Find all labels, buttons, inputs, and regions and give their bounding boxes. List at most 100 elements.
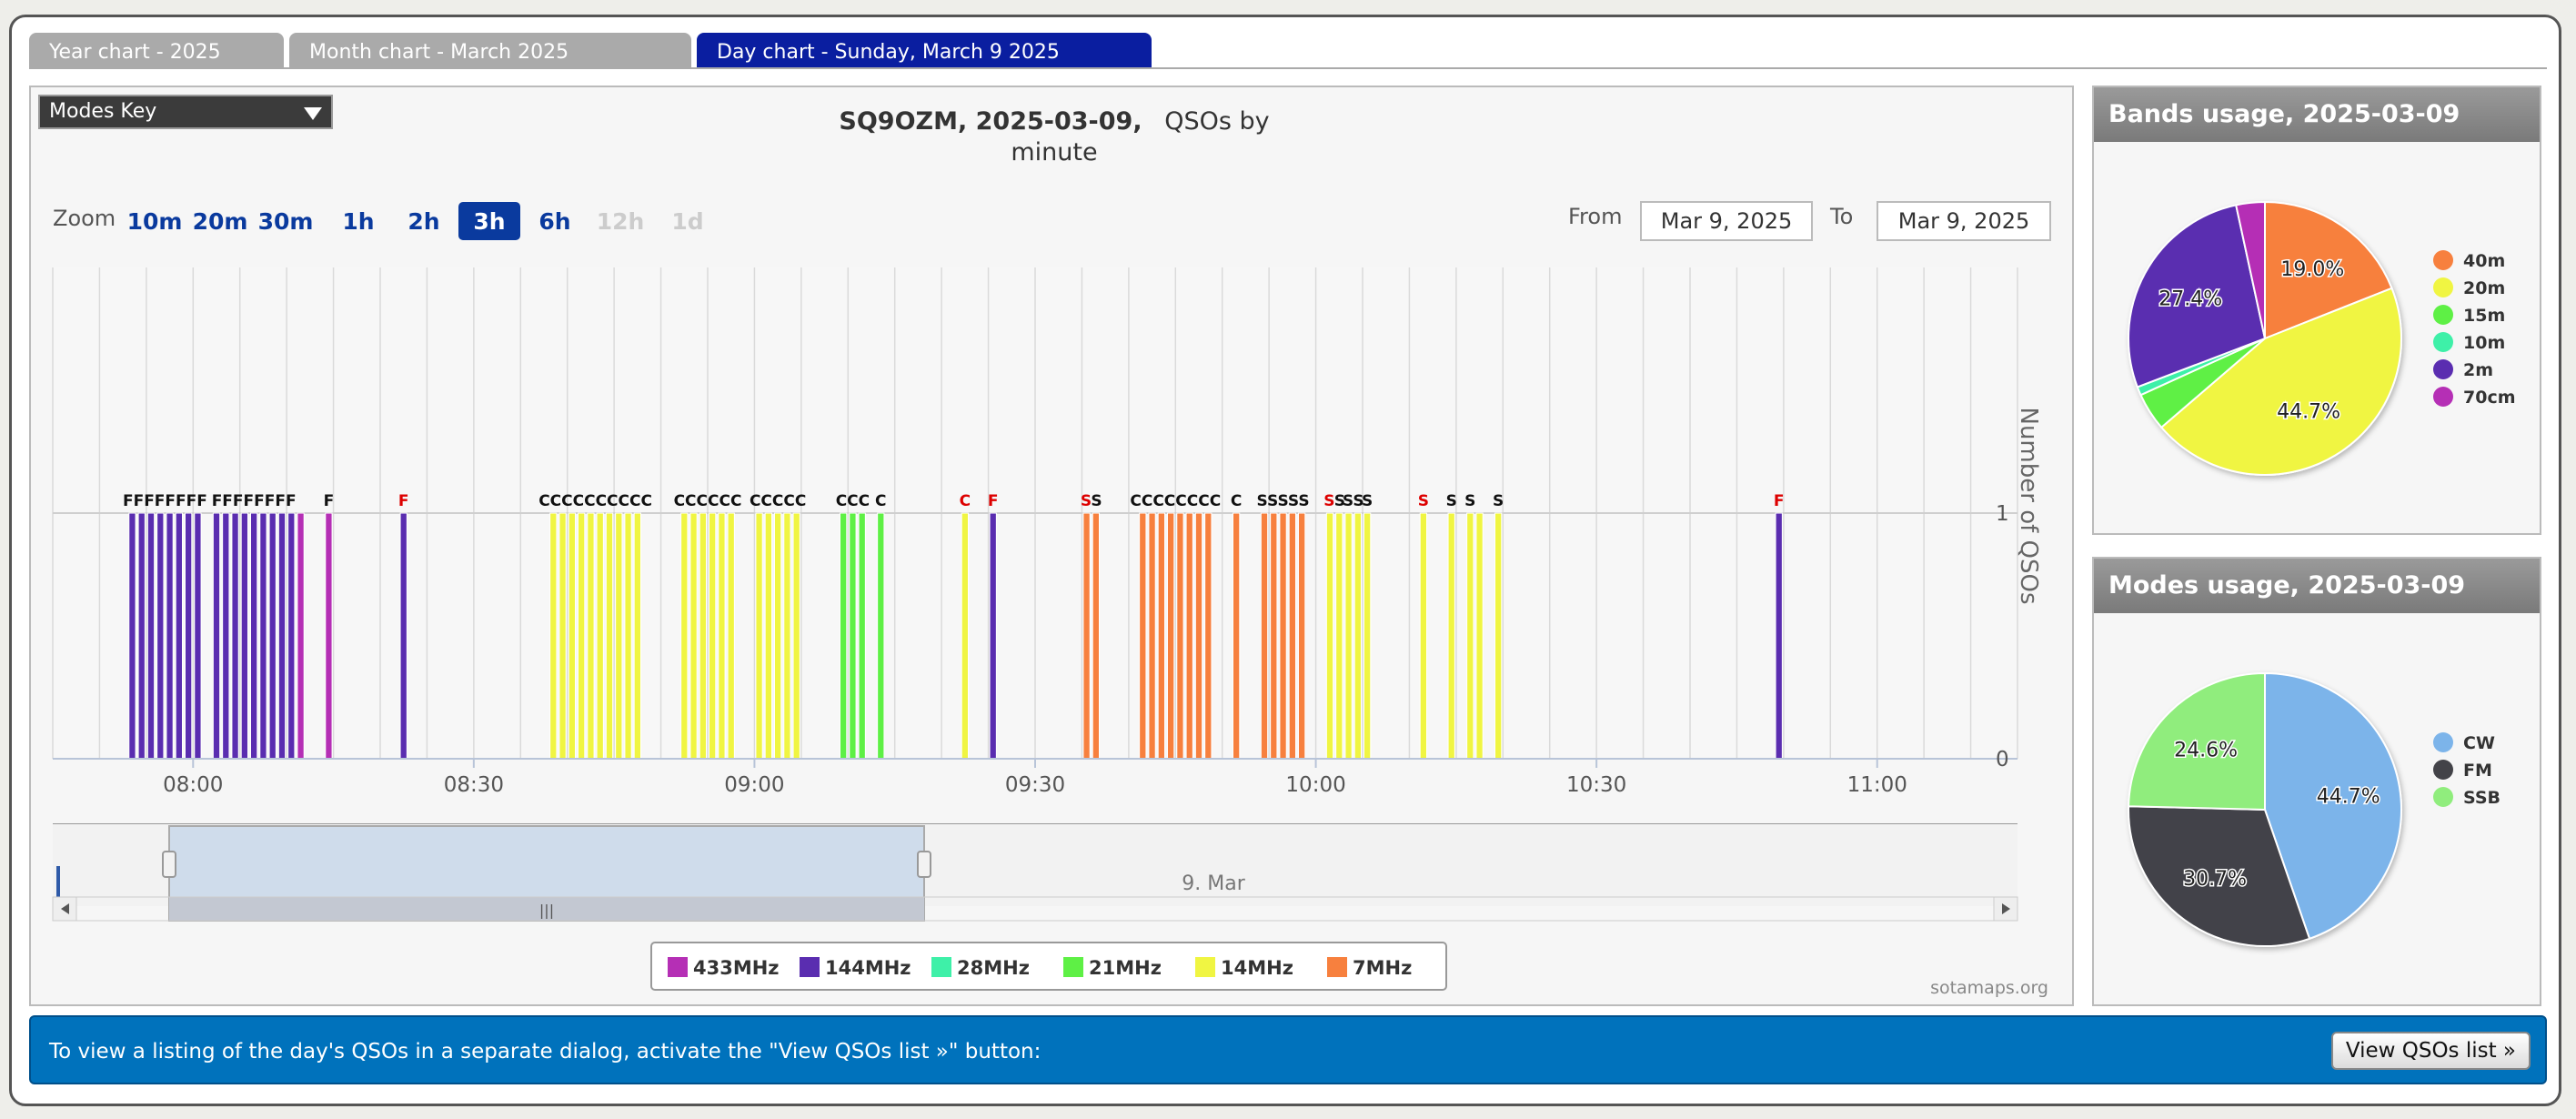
- qso-bar[interactable]: [1298, 512, 1306, 760]
- qso-bar[interactable]: [146, 512, 156, 760]
- tab-day-chart[interactable]: Day chart - Sunday, March 9 2025: [697, 33, 1152, 69]
- pie-legend-item[interactable]: 70cm: [2463, 388, 2516, 408]
- qso-bar[interactable]: [605, 512, 614, 760]
- qso-bar[interactable]: [268, 512, 277, 760]
- qso-bar[interactable]: [240, 512, 248, 760]
- pie-slice[interactable]: [2264, 200, 2393, 340]
- qso-bar[interactable]: [568, 512, 577, 760]
- qso-bar[interactable]: [1176, 512, 1184, 760]
- qso-bar[interactable]: [156, 512, 165, 760]
- zoom-button-3h[interactable]: 3h: [473, 208, 505, 235]
- qso-bar[interactable]: [1447, 512, 1455, 760]
- qso-bar[interactable]: [699, 512, 708, 760]
- tab-year-chart[interactable]: Year chart - 2025: [29, 33, 284, 69]
- qso-bar[interactable]: [128, 512, 136, 760]
- navigator-handle[interactable]: [162, 851, 176, 878]
- pie-slice[interactable]: [2128, 671, 2266, 812]
- qso-bar[interactable]: [849, 512, 857, 760]
- qso-bar[interactable]: [194, 512, 202, 760]
- qso-bar[interactable]: [558, 512, 567, 760]
- qso-bar[interactable]: [1353, 512, 1362, 760]
- pie-legend-item[interactable]: 10m: [2463, 333, 2505, 353]
- qso-bar[interactable]: [709, 512, 717, 760]
- from-date-input[interactable]: Mar 9, 2025: [1661, 208, 1793, 234]
- qso-bar[interactable]: [989, 512, 997, 760]
- legend-item[interactable]: 14MHz: [1221, 957, 1293, 979]
- qso-bar[interactable]: [287, 512, 296, 760]
- qso-bar[interactable]: [1475, 512, 1484, 760]
- legend-item[interactable]: 144MHz: [825, 957, 911, 979]
- qso-bar[interactable]: [549, 512, 558, 760]
- legend-item[interactable]: 433MHz: [693, 957, 780, 979]
- qso-bar[interactable]: [1344, 512, 1353, 760]
- qso-bar[interactable]: [1363, 512, 1372, 760]
- qso-bar[interactable]: [250, 512, 258, 760]
- qso-bar[interactable]: [1092, 512, 1100, 760]
- qso-bar[interactable]: [840, 512, 848, 760]
- qso-bar[interactable]: [1167, 512, 1175, 760]
- qso-bar[interactable]: [764, 512, 773, 760]
- pie-legend-item[interactable]: FM: [2463, 761, 2492, 781]
- pie-legend-item[interactable]: CW: [2463, 733, 2495, 753]
- qso-bar[interactable]: [1466, 512, 1474, 760]
- qso-bar[interactable]: [231, 512, 239, 760]
- legend-item[interactable]: 21MHz: [1089, 957, 1162, 979]
- qso-bar[interactable]: [1279, 512, 1287, 760]
- qso-bar[interactable]: [222, 512, 230, 760]
- pie-legend-item[interactable]: 20m: [2463, 278, 2505, 298]
- qso-bar[interactable]: [578, 512, 586, 760]
- qso-bar[interactable]: [1082, 512, 1091, 760]
- qso-bar[interactable]: [325, 512, 333, 760]
- tab-month-chart[interactable]: Month chart - March 2025: [289, 33, 691, 69]
- qso-bar[interactable]: [783, 512, 791, 760]
- qso-bar[interactable]: [689, 512, 698, 760]
- navigator-handle[interactable]: [917, 851, 931, 878]
- qso-bar[interactable]: [175, 512, 183, 760]
- qso-bar[interactable]: [1419, 512, 1427, 760]
- zoom-button-1h[interactable]: 1h: [342, 208, 374, 235]
- qso-bar[interactable]: [718, 512, 726, 760]
- qso-bar[interactable]: [137, 512, 146, 760]
- zoom-button-6h[interactable]: 6h: [538, 208, 570, 235]
- qso-bar[interactable]: [624, 512, 632, 760]
- zoom-button-20m[interactable]: 20m: [193, 208, 248, 235]
- qso-bar[interactable]: [166, 512, 174, 760]
- qso-bar[interactable]: [1233, 512, 1241, 760]
- qso-bar[interactable]: [185, 512, 193, 760]
- qso-bar[interactable]: [587, 512, 595, 760]
- qso-bar[interactable]: [1148, 512, 1156, 760]
- pie-slice[interactable]: [2235, 200, 2266, 339]
- qso-bar[interactable]: [1139, 512, 1147, 760]
- qso-bar[interactable]: [1325, 512, 1334, 760]
- qso-bar[interactable]: [1335, 512, 1343, 760]
- to-date-input[interactable]: Mar 9, 2025: [1898, 208, 2030, 234]
- qso-bar[interactable]: [877, 512, 885, 760]
- pie-slice[interactable]: [2264, 671, 2402, 941]
- pie-legend-item[interactable]: 40m: [2463, 251, 2505, 271]
- pie-legend-item[interactable]: SSB: [2463, 788, 2501, 808]
- pie-slice[interactable]: [2159, 287, 2402, 476]
- qso-bar[interactable]: [1194, 512, 1203, 760]
- qso-bar[interactable]: [858, 512, 866, 760]
- modes-key-dropdown[interactable]: Modes Key: [38, 95, 333, 129]
- qso-bar[interactable]: [399, 512, 408, 760]
- legend-item[interactable]: 28MHz: [957, 957, 1030, 979]
- qso-bar[interactable]: [615, 512, 623, 760]
- qso-bar[interactable]: [1494, 512, 1503, 760]
- qso-bar[interactable]: [1204, 512, 1213, 760]
- pie-legend-item[interactable]: 2m: [2463, 360, 2493, 380]
- qso-bar[interactable]: [1775, 512, 1783, 760]
- zoom-button-10m[interactable]: 10m: [127, 208, 183, 235]
- legend-item[interactable]: 7MHz: [1353, 957, 1412, 979]
- qso-bar[interactable]: [755, 512, 763, 760]
- qso-bar[interactable]: [1157, 512, 1165, 760]
- pie-slice[interactable]: [2128, 204, 2267, 388]
- qso-bar[interactable]: [774, 512, 782, 760]
- qso-bar[interactable]: [596, 512, 604, 760]
- qso-bar[interactable]: [1288, 512, 1296, 760]
- qso-bar[interactable]: [1260, 512, 1269, 760]
- zoom-button-2h[interactable]: 2h: [408, 208, 439, 235]
- qso-bar[interactable]: [259, 512, 267, 760]
- pie-legend-item[interactable]: 15m: [2463, 306, 2505, 326]
- qso-bar[interactable]: [1185, 512, 1193, 760]
